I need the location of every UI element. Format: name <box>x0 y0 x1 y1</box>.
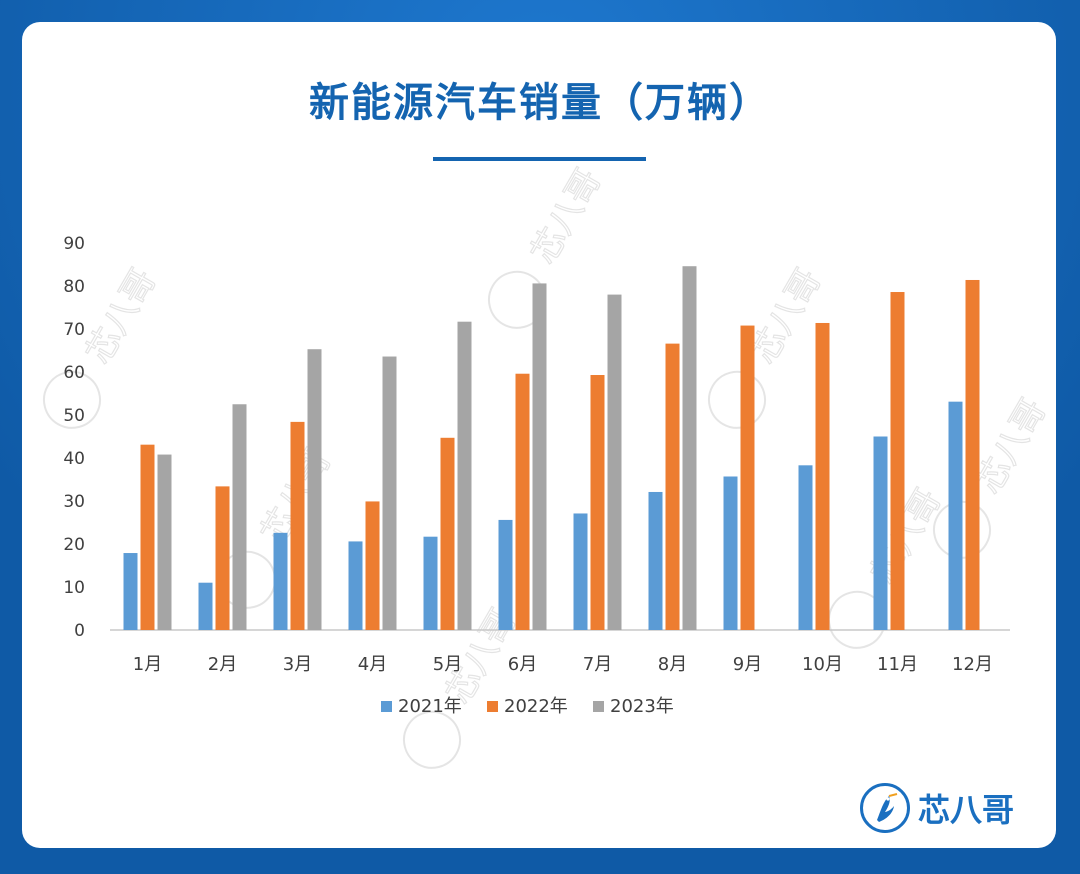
legend-label: 2021年 <box>398 696 462 717</box>
x-tick-label: 5月 <box>433 654 462 675</box>
legend-label: 2023年 <box>610 696 674 717</box>
y-tick-label: 30 <box>63 492 85 512</box>
bar-2023年-3月 <box>307 349 322 630</box>
x-tick-label: 11月 <box>877 654 918 675</box>
page-title: 新能源汽车销量（万辆） <box>309 80 771 126</box>
x-tick-label: 1月 <box>133 654 162 675</box>
bar-2021年-1月 <box>123 553 138 630</box>
x-tick-label: 6月 <box>508 654 537 675</box>
bar-2022年-7月 <box>590 375 605 630</box>
bar-2021年-8月 <box>648 491 663 630</box>
y-tick-label: 80 <box>63 277 85 297</box>
bar-2022年-2月 <box>215 486 230 630</box>
legend-label: 2022年 <box>504 696 568 717</box>
watermark-text: 芯八哥 <box>524 162 610 270</box>
x-tick-label: 10月 <box>802 654 843 675</box>
watermark-text: 芯八哥 <box>969 392 1055 500</box>
watermark: 芯八哥 <box>933 392 1055 559</box>
bar-2023年-7月 <box>607 294 622 630</box>
bar-2021年-2月 <box>198 582 213 630</box>
bar-2022年-10月 <box>815 322 830 630</box>
y-tick-label: 50 <box>63 406 85 426</box>
title-underline <box>433 157 646 161</box>
y-tick-label: 10 <box>63 578 85 598</box>
bar-2023年-8月 <box>682 266 697 630</box>
bar-2021年-11月 <box>873 436 888 630</box>
kingfisher-logo-icon <box>860 783 910 833</box>
x-tick-label: 12月 <box>952 654 993 675</box>
x-tick-label: 4月 <box>358 654 387 675</box>
x-tick-label: 9月 <box>733 654 762 675</box>
y-tick-label: 40 <box>63 449 85 469</box>
brand-name: 芯八哥 <box>918 791 1015 829</box>
legend-swatch <box>487 701 498 712</box>
y-tick-label: 70 <box>63 320 85 340</box>
x-tick-label: 8月 <box>658 654 687 675</box>
watermark: 芯八哥 <box>43 262 165 429</box>
y-tick-label: 0 <box>74 621 85 641</box>
y-tick-label: 90 <box>63 234 85 254</box>
y-tick-label: 20 <box>63 535 85 555</box>
bar-2021年-10月 <box>798 465 813 630</box>
x-tick-label: 2月 <box>208 654 237 675</box>
bar-2023年-1月 <box>157 454 172 630</box>
bar-2022年-3月 <box>290 421 305 630</box>
x-tick-label: 3月 <box>283 654 312 675</box>
bar-2022年-8月 <box>665 343 680 630</box>
bar-2022年-4月 <box>365 501 380 630</box>
bar-2022年-5月 <box>440 437 455 630</box>
bar-2022年-12月 <box>965 279 980 630</box>
bar-2023年-4月 <box>382 356 397 630</box>
x-tick-label: 7月 <box>583 654 612 675</box>
bar-2021年-7月 <box>573 513 588 630</box>
bar-2022年-1月 <box>140 444 155 630</box>
legend-swatch <box>381 701 392 712</box>
watermark: 芯八哥 <box>488 162 610 329</box>
bar-2021年-9月 <box>723 476 738 630</box>
bar-2023年-2月 <box>232 404 247 630</box>
bar-2022年-6月 <box>515 373 530 630</box>
bar-2023年-6月 <box>532 283 547 630</box>
bar-2021年-6月 <box>498 519 513 630</box>
bar-2022年-11月 <box>890 292 905 630</box>
bar-2021年-12月 <box>948 401 963 630</box>
bar-2022年-9月 <box>740 325 755 630</box>
legend-swatch <box>593 701 604 712</box>
bar-2021年-3月 <box>273 532 288 630</box>
bar-2021年-4月 <box>348 541 363 630</box>
watermark-text: 芯八哥 <box>79 262 165 370</box>
y-tick-label: 60 <box>63 363 85 383</box>
bar-2023年-5月 <box>457 321 472 630</box>
bar-2021年-5月 <box>423 536 438 630</box>
watermark: 芯八哥 <box>708 262 830 429</box>
brand-logo: 芯八哥 <box>860 780 1014 836</box>
